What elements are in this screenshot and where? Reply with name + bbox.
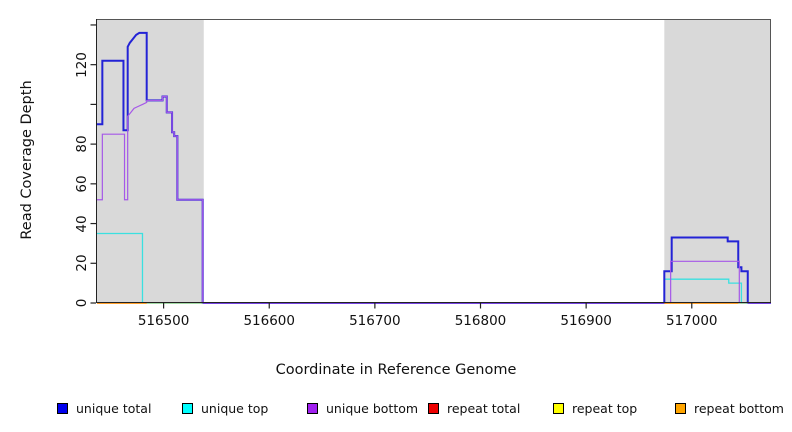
legend: unique total unique top unique bottom repea… [0,399,792,419]
legend-swatch-repeat-total-icon [428,402,439,414]
plot-area [90,19,771,309]
legend-swatch-unique-total-icon [57,402,68,414]
legend-label: repeat top [572,400,638,416]
x-tick-label: 516700 [349,313,401,329]
legend-swatch-unique-top-icon [182,402,193,414]
legend-swatch-unique-bottom-icon [307,402,318,414]
y-tick-label: 60 [74,175,90,193]
masked-region-band [664,19,771,303]
legend-label: unique top [201,400,269,416]
y-tick-label: 20 [74,254,90,272]
x-tick-label: 516500 [137,313,190,329]
y-tick-label: 80 [74,135,90,153]
legend-item: unique bottom [307,399,418,417]
x-axis-title: Coordinate in Reference Genome [275,362,517,378]
legend-label: repeat bottom [694,400,784,416]
legend-label: repeat total [447,400,521,416]
x-tick-label: 516600 [243,313,295,329]
legend-label: unique total [76,400,152,416]
legend-item: unique top [182,399,268,417]
y-tick-label: 0 [74,298,90,308]
masked-region-band [96,19,204,303]
x-tick-label: 516800 [454,313,507,329]
legend-item: unique total [57,399,151,417]
series-line-unique-top [96,232,771,304]
y-tick-label: 40 [74,214,90,233]
legend-label: unique bottom [326,400,419,416]
y-tick-label: 120 [74,51,90,78]
y-axis-title: Read Coverage Depth [19,80,35,240]
legend-swatch-repeat-bottom-icon [675,402,686,414]
legend-item: repeat total [428,399,520,417]
legend-item: repeat bottom [675,399,784,417]
x-tick-label: 516900 [560,313,612,329]
legend-swatch-repeat-top-icon [553,402,564,414]
x-tick-label: 517000 [665,313,718,329]
legend-item: repeat top [553,399,637,417]
